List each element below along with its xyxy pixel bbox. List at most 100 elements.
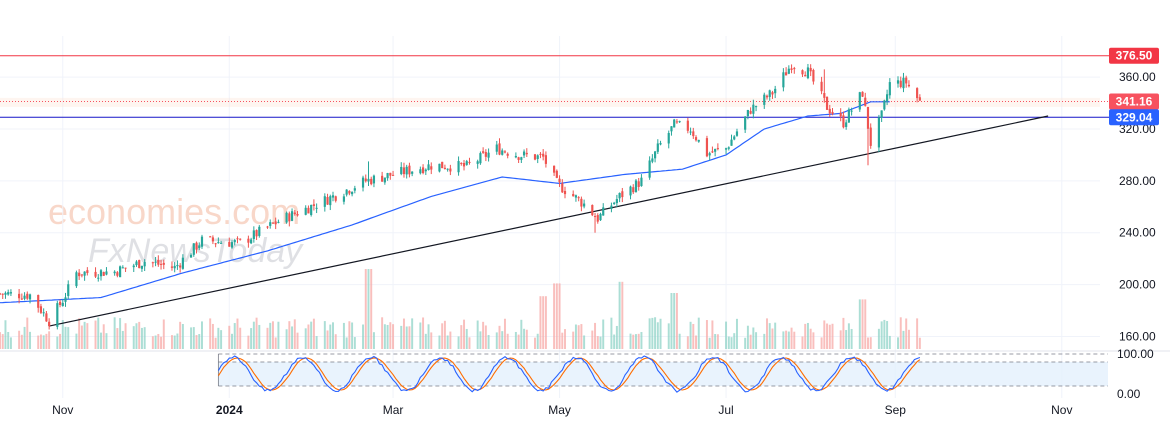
candle-body[interactable] — [850, 110, 853, 112]
candle-body[interactable] — [443, 167, 447, 169]
candle-body[interactable] — [37, 294, 40, 308]
candle-body[interactable] — [138, 260, 141, 269]
candle-body[interactable] — [348, 190, 351, 194]
candle-body[interactable] — [809, 67, 812, 72]
candle-body[interactable] — [250, 239, 253, 244]
candle-body[interactable] — [790, 68, 793, 70]
candle-body[interactable] — [514, 155, 517, 158]
candle-body[interactable] — [173, 265, 176, 269]
candle-body[interactable] — [555, 170, 558, 178]
candle-body[interactable] — [312, 204, 315, 206]
candle-body[interactable] — [714, 148, 717, 152]
candle-body[interactable] — [634, 180, 638, 192]
candle-body[interactable] — [176, 264, 179, 267]
candle-body[interactable] — [143, 261, 146, 267]
candle-body[interactable] — [288, 213, 291, 222]
trendline[interactable] — [49, 115, 1049, 327]
candle-body[interactable] — [80, 274, 83, 276]
candle-body[interactable] — [239, 238, 242, 240]
candle-body[interactable] — [899, 80, 902, 87]
candle-body[interactable] — [522, 151, 526, 156]
candle-body[interactable] — [558, 178, 561, 183]
candle-body[interactable] — [99, 270, 103, 277]
candle-body[interactable] — [195, 242, 198, 250]
candle-body[interactable] — [613, 202, 616, 204]
candle-body[interactable] — [405, 166, 408, 175]
candle-body[interactable] — [39, 306, 43, 313]
candle-body[interactable] — [189, 254, 193, 258]
candle-body[interactable] — [383, 177, 386, 183]
candle-body[interactable] — [4, 292, 7, 295]
candle-body[interactable] — [907, 84, 911, 87]
candle-body[interactable] — [402, 167, 406, 175]
candle-body[interactable] — [67, 284, 70, 296]
candle-body[interactable] — [765, 95, 769, 98]
candle-body[interactable] — [61, 302, 64, 307]
candle-body[interactable] — [198, 245, 201, 249]
candle-body[interactable] — [45, 313, 48, 322]
candle-body[interactable] — [274, 221, 277, 225]
candle-body[interactable] — [476, 161, 479, 164]
candle-body[interactable] — [56, 303, 59, 327]
candle-body[interactable] — [460, 162, 463, 164]
candle-body[interactable] — [825, 96, 829, 110]
candle-body[interactable] — [247, 238, 250, 243]
candle-body[interactable] — [692, 131, 695, 137]
candle-body[interactable] — [888, 82, 891, 96]
candle-body[interactable] — [408, 165, 411, 175]
candle-body[interactable] — [629, 186, 632, 196]
candle-body[interactable] — [457, 161, 460, 173]
candle-body[interactable] — [656, 143, 659, 152]
candle-body[interactable] — [482, 151, 485, 153]
candlesticks[interactable] — [0, 63, 921, 330]
candle-body[interactable] — [787, 68, 790, 74]
candle-body[interactable] — [495, 144, 498, 152]
candle-body[interactable] — [621, 191, 624, 198]
price-axis[interactable]: 160.00 200.00 240.00 280.00 320.00 360.00 0.00… — [1117, 70, 1156, 401]
candle-body[interactable] — [918, 97, 921, 101]
candle-body[interactable] — [877, 117, 880, 148]
candle-body[interactable] — [708, 153, 711, 156]
candle-body[interactable] — [58, 301, 62, 305]
candle-body[interactable] — [861, 91, 864, 97]
candle-body[interactable] — [200, 236, 204, 247]
candle-body[interactable] — [102, 272, 105, 276]
candle-body[interactable] — [768, 90, 771, 97]
candle-body[interactable] — [673, 119, 676, 128]
candle-body[interactable] — [162, 262, 165, 265]
candle-body[interactable] — [419, 169, 422, 174]
candle-body[interactable] — [880, 110, 883, 118]
candle-body[interactable] — [421, 167, 425, 174]
candle-body[interactable] — [9, 292, 13, 294]
candle-body[interactable] — [192, 243, 195, 255]
candle-body[interactable] — [1, 293, 4, 295]
candle-body[interactable] — [845, 122, 848, 127]
candle-body[interactable] — [400, 166, 403, 175]
candle-body[interactable] — [632, 187, 635, 193]
candle-body[interactable] — [653, 151, 657, 159]
candle-body[interactable] — [389, 172, 392, 176]
candle-body[interactable] — [896, 80, 900, 84]
candle-body[interactable] — [119, 266, 122, 278]
candle-body[interactable] — [858, 92, 861, 110]
candle-body[interactable] — [230, 242, 234, 248]
candle-body[interactable] — [23, 295, 26, 299]
candle-body[interactable] — [75, 272, 78, 287]
candle-body[interactable] — [864, 97, 867, 106]
candle-body[interactable] — [686, 120, 689, 131]
candle-body[interactable] — [364, 178, 367, 182]
candle-body[interactable] — [290, 211, 294, 221]
candle-body[interactable] — [637, 181, 640, 187]
candle-body[interactable] — [331, 195, 335, 198]
candle-body[interactable] — [217, 242, 220, 244]
candle-body[interactable] — [367, 178, 370, 182]
time-axis[interactable]: Nov 2024 Mar May Jul Sep Nov — [52, 403, 1072, 417]
candle-body[interactable] — [361, 177, 365, 188]
candle-body[interactable] — [580, 198, 583, 207]
candle-body[interactable] — [596, 215, 599, 222]
candle-body[interactable] — [615, 199, 618, 204]
stochastic-pane[interactable] — [217, 353, 1108, 393]
candle-body[interactable] — [170, 266, 174, 268]
candle-body[interactable] — [18, 293, 21, 299]
candle-body[interactable] — [730, 139, 733, 146]
